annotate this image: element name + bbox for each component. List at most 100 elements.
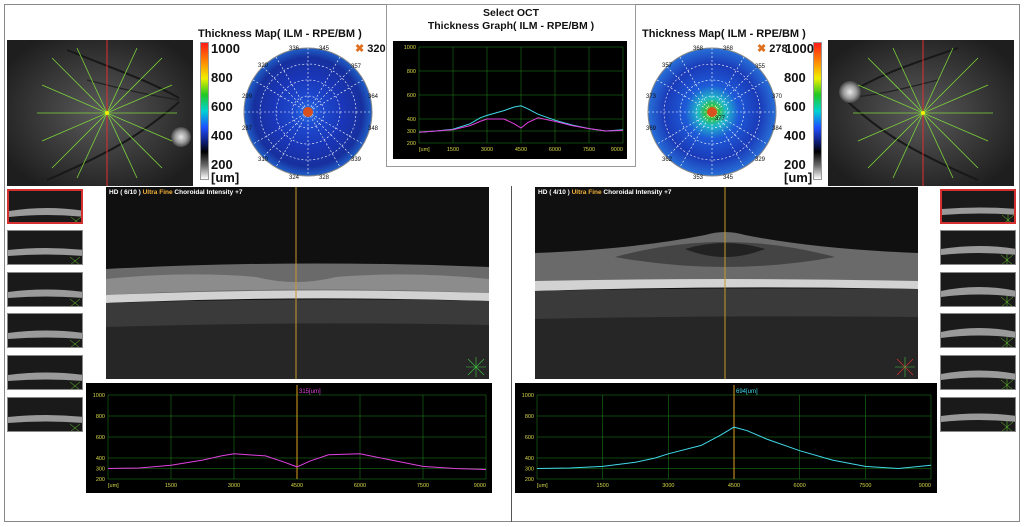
sector-value: 310	[258, 157, 269, 163]
series-line	[107, 453, 487, 470]
left-oct-thumbnail[interactable]	[7, 230, 83, 265]
right-oct-bscan[interactable]: HD ( 4/10 ) Ultra Fine Choroidal Intensi…	[535, 187, 918, 379]
select-oct-panel[interactable]: Select OCT Thickness Graph( ILM - RPE/BM…	[386, 4, 636, 167]
right-center-value-text: 278	[769, 43, 788, 55]
right-oct-thumbnail[interactable]	[940, 313, 1016, 348]
y-tick-label: 1000	[522, 393, 534, 399]
left-scale-unit: [um]	[211, 170, 240, 185]
series-line	[536, 426, 932, 470]
sector-value: 299	[242, 94, 253, 100]
left-scale-label: 400	[211, 128, 233, 143]
left-oct-thumbnail[interactable]	[7, 272, 83, 307]
sector-value: 368	[723, 46, 734, 52]
sector-value: 384	[772, 126, 783, 132]
left-map-color-scale	[200, 42, 209, 180]
sector-value: 328	[319, 175, 330, 181]
sector-value: 339	[351, 157, 362, 163]
left-oct-thumbnail[interactable]	[7, 397, 83, 432]
sector-value: 320	[258, 63, 269, 69]
right-oct-thumbnail[interactable]	[940, 230, 1016, 265]
x-tick-label: 7500	[417, 483, 429, 489]
sector-value: 370	[772, 94, 783, 100]
y-tick-label: 400	[407, 117, 416, 123]
center-marker-icon: ✖	[355, 43, 365, 55]
x-tick-label: 6000	[354, 483, 366, 489]
left-oct-bscan[interactable]: HD ( 6/10 ) Ultra Fine Choroidal Intensi…	[106, 187, 489, 379]
y-tick-label: 200	[525, 477, 534, 483]
center-divider	[511, 186, 512, 522]
left-center-value-text: 320	[367, 43, 386, 55]
left-scale-label: 1000	[211, 41, 240, 56]
right-scale-label: 800	[784, 70, 806, 85]
sector-value: 357	[351, 64, 362, 70]
x-tick-label: 7500	[583, 147, 595, 153]
right-thickness-graph[interactable]: 1000 800 600 400 300 200 [um] 1500 3000 4500 6000 7…	[515, 383, 937, 493]
x-tick-label: [um]	[108, 483, 119, 489]
y-tick-label: 300	[96, 467, 105, 473]
x-tick-label: 1500	[447, 147, 459, 153]
sector-value: 369	[646, 126, 657, 132]
right-oct-thumbnail[interactable]	[940, 189, 1016, 224]
right-oct-thumbnail[interactable]	[940, 272, 1016, 307]
y-tick-label: 800	[407, 69, 416, 75]
y-tick-label: 1000	[404, 45, 416, 51]
x-tick-label: 9000	[474, 483, 486, 489]
x-tick-label: 4500	[515, 147, 527, 153]
left-scale-label: 600	[211, 99, 233, 114]
x-tick-label: 3000	[481, 147, 493, 153]
right-fundus-image[interactable]	[828, 40, 1014, 186]
y-tick-label: 200	[407, 141, 416, 147]
y-tick-label: 1000	[93, 393, 105, 399]
sector-value: 353	[693, 175, 704, 181]
sector-value: 364	[368, 94, 379, 100]
x-tick-label: 9000	[611, 147, 623, 153]
x-tick-label: 6000	[549, 147, 561, 153]
center-marker-icon: ✖	[757, 43, 767, 55]
x-tick-label: [um]	[537, 483, 548, 489]
series-line	[418, 117, 624, 133]
sector-value: 355	[755, 64, 766, 70]
left-thickness-graph[interactable]: 1000 800 600 400 300 200 [um] 1500 3000 4500 6000 7…	[86, 383, 492, 493]
left-oct-thumbnail[interactable]	[7, 313, 83, 348]
left-fundus-image[interactable]	[7, 40, 193, 186]
y-tick-label: 400	[96, 456, 105, 462]
x-tick-label: 9000	[919, 483, 931, 489]
right-scale-label: 600	[784, 99, 806, 114]
left-oct-thumbnail[interactable]	[7, 355, 83, 390]
sector-value: 324	[289, 175, 300, 181]
left-map-title: Thickness Map( ILM - RPE/BM )	[198, 28, 362, 40]
select-oct-title: Select OCT	[482, 7, 540, 19]
y-tick-label: 800	[525, 414, 534, 420]
left-oct-thumbnail[interactable]	[7, 189, 83, 224]
right-map-title: Thickness Map( ILM - RPE/BM )	[642, 28, 806, 40]
left-scale-label: 200	[211, 157, 233, 172]
right-center-value: ✖ 278	[757, 42, 788, 55]
select-oct-subtitle: Thickness Graph( ILM - RPE/BM )	[427, 20, 595, 32]
sector-value: 377	[715, 116, 726, 122]
sector-value: 336	[289, 46, 300, 52]
right-scale-label: 1000	[785, 41, 814, 56]
sector-value: 373	[646, 94, 657, 100]
y-tick-label: 600	[525, 435, 534, 441]
marker-value-label: 315[um]	[299, 389, 321, 395]
right-oct-thumbnail[interactable]	[940, 355, 1016, 390]
sector-value: 368	[693, 46, 704, 52]
mini-thickness-graph: 1000 800 600 400 300 200 [um] 1500 3000 4500 6000 7…	[393, 41, 627, 159]
sector-value: 357	[662, 63, 673, 69]
x-tick-label: 4500	[728, 483, 740, 489]
y-tick-label: 600	[96, 435, 105, 441]
left-scale-label: 800	[211, 70, 233, 85]
y-tick-label: 300	[525, 467, 534, 473]
right-scale-unit: [um]	[784, 170, 813, 185]
right-scale-label: 200	[784, 157, 806, 172]
left-oct-header: HD ( 6/10 ) Ultra Fine Choroidal Intensi…	[109, 189, 243, 196]
right-thickness-map[interactable]: 368 368 357 355 373 370 369 384 362 329 …	[640, 40, 784, 184]
right-oct-thumbnail[interactable]	[940, 397, 1016, 432]
y-tick-label: 200	[96, 477, 105, 483]
x-tick-label: 3000	[662, 483, 674, 489]
sector-value: 287	[242, 126, 253, 132]
x-tick-label: 7500	[859, 483, 871, 489]
sector-value: 345	[319, 46, 330, 52]
left-thickness-map[interactable]: 336 345 320 357 299 364 287 348 310 339 …	[236, 40, 380, 184]
marker-value-label: 694[um]	[736, 389, 758, 395]
